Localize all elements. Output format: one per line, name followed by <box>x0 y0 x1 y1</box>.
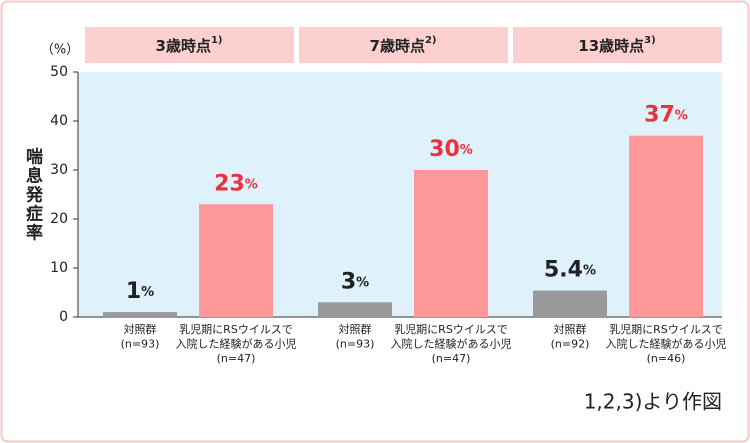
value-number: 1 <box>126 279 141 304</box>
x-tick-label: (n=47) <box>217 352 256 365</box>
x-tick-label: (n=93) <box>336 338 375 351</box>
plot-area <box>78 72 722 317</box>
value-unit: % <box>460 143 473 158</box>
x-tick-label: (n=46) <box>647 352 686 365</box>
y-tick-label: 10 <box>50 260 68 276</box>
bar <box>199 204 273 317</box>
source: 1,2,3)より作図 <box>584 390 722 414</box>
x-tick-label: 対照群 <box>554 322 587 336</box>
panel-title: 13歳時点3) <box>578 35 655 55</box>
panel-title-text: 3歳時点 <box>156 37 211 55</box>
panel-note: 3) <box>644 35 656 46</box>
bar <box>318 302 392 317</box>
panel-title-text: 13歳時点 <box>578 37 644 55</box>
y-axis-label: 喘息発症率 <box>22 146 44 242</box>
value-number: 23 <box>214 171 245 196</box>
value-unit: % <box>675 108 688 123</box>
value-number: 30 <box>429 137 460 162</box>
y-tick-label: 20 <box>50 211 68 227</box>
x-tick-label: 入院した経験がある小児 <box>176 337 297 351</box>
y-tick-label: 50 <box>50 64 68 80</box>
panel-header <box>85 27 294 63</box>
panel-header <box>299 27 508 63</box>
x-tick-label: 乳児期にRSウイルスで <box>394 323 508 336</box>
x-tick-label: 入院した経験がある小児 <box>391 337 512 351</box>
value-unit: % <box>141 285 154 300</box>
value-label: 23% <box>214 171 258 196</box>
value-label: 1% <box>126 279 154 304</box>
x-tick-label: 入院した経験がある小児 <box>606 337 727 351</box>
bar <box>103 312 177 317</box>
value-number: 3 <box>341 269 356 294</box>
y-unit-label: （%） <box>41 43 79 58</box>
panel-title-text: 7歳時点 <box>370 37 425 55</box>
value-label: 5.4% <box>544 258 596 283</box>
x-tick-label: 対照群 <box>339 322 372 336</box>
panel-title: 3歳時点1) <box>156 35 223 55</box>
bar <box>533 290 607 317</box>
value-unit: % <box>245 177 258 192</box>
x-tick-label: 乳児期にRSウイルスで <box>179 323 293 336</box>
bar <box>629 135 703 317</box>
value-label: 30% <box>429 137 473 162</box>
value-label: 3% <box>341 269 369 294</box>
x-tick-label: 対照群 <box>124 322 157 336</box>
x-tick-label: (n=47) <box>432 352 471 365</box>
value-unit: % <box>583 263 596 278</box>
value-label: 37% <box>644 103 688 128</box>
panel-note: 1) <box>211 35 223 46</box>
panel-header <box>513 27 722 63</box>
x-tick-label: (n=93) <box>121 338 160 351</box>
value-unit: % <box>356 275 369 290</box>
x-tick-label: 乳児期にRSウイルスで <box>609 323 723 336</box>
panel-title: 7歳時点2) <box>370 35 437 55</box>
bar <box>414 170 488 317</box>
y-tick-label: 40 <box>50 113 68 129</box>
value-number: 5.4 <box>544 258 583 283</box>
panel-note: 2) <box>425 35 437 46</box>
y-tick-label: 0 <box>59 309 68 325</box>
value-number: 37 <box>644 103 675 128</box>
y-tick-label: 30 <box>50 162 68 178</box>
x-tick-label: (n=92) <box>551 338 590 351</box>
